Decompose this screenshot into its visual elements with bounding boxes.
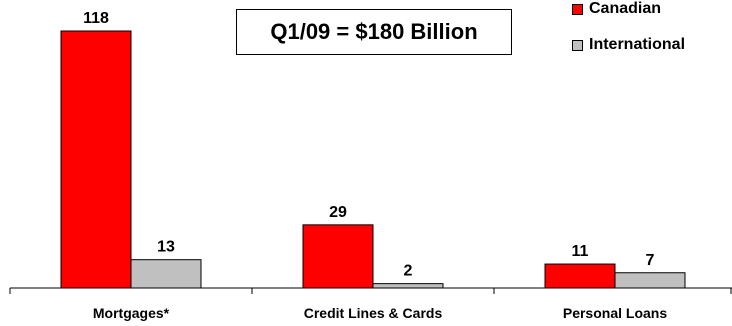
bar-international-mortgages [130,259,202,289]
chart-title: Q1/09 = $180 Billion [236,9,512,55]
legend-swatch-international [572,39,583,51]
x-tick-label-credit-lines-cards: Credit Lines & Cards [304,305,443,321]
x-tick-label-mortgages: Mortgages* [93,305,170,321]
x-tick-label-personal-loans: Personal Loans [563,305,667,321]
bar-canadian-personal-loans [544,263,616,289]
bar-international-credit-lines-cards [372,283,444,289]
data-label-canadian-personal-loans: 11 [572,243,589,260]
bar-canadian-credit-lines-cards [302,224,374,289]
data-label-international-mortgages: 13 [157,239,175,256]
legend-item-international: International [572,36,685,54]
legend-swatch-canadian [572,3,583,15]
data-label-international-personal-loans: 7 [646,252,655,269]
legend-item-canadian: Canadian [572,0,685,18]
bar-international-personal-loans [614,272,686,289]
legend-label-international: International [589,36,686,53]
legend-label-canadian: Canadian [589,0,662,17]
data-label-international-credit-lines-cards: 2 [404,263,413,280]
data-label-canadian-mortgages: 118 [83,10,109,27]
data-label-canadian-credit-lines-cards: 29 [329,204,347,221]
bar-canadian-mortgages [60,30,132,289]
legend: Canadian International [572,0,685,72]
